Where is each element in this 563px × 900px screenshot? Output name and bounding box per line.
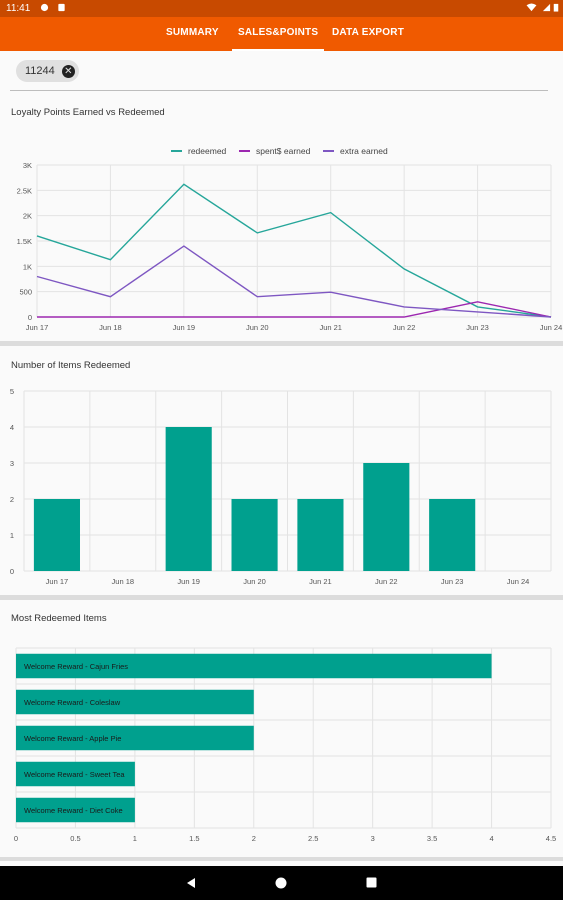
signal-icon xyxy=(542,3,551,12)
status-time: 11:41 xyxy=(6,3,31,14)
bar-label: Welcome Reward - Sweet Tea xyxy=(24,770,125,779)
bar xyxy=(297,499,344,571)
section-divider xyxy=(0,341,563,346)
status-app-icon xyxy=(40,3,49,12)
status-app-icon-2 xyxy=(58,3,65,12)
x-tick-label: Jun 19 xyxy=(177,577,200,586)
series-line-2 xyxy=(36,245,552,318)
items-redeemed-bar-chart: 0 1 2 3 4 5 Jun 17 Jun 18 Jun 19 Jun 20 Jun 21 Jun … xyxy=(10,387,552,586)
x-tick-label: 1 xyxy=(133,834,137,843)
x-tick-label: Jun 17 xyxy=(46,577,69,586)
close-circle-icon[interactable]: ✕ xyxy=(61,64,75,78)
bar-label: Welcome Reward - Cajun Fries xyxy=(24,662,128,671)
chip-input-underline xyxy=(10,90,548,91)
y-tick-label: 0 xyxy=(10,567,14,576)
bar xyxy=(16,653,492,679)
x-tick-label: 3.5 xyxy=(427,834,437,843)
x-tick-label: Jun 18 xyxy=(112,577,135,586)
y-tick-label: 500 xyxy=(19,288,32,297)
x-tick-label: Jun 22 xyxy=(393,323,416,332)
series-line-0 xyxy=(36,183,552,318)
x-tick-label: Jun 20 xyxy=(246,323,269,332)
bar xyxy=(33,499,80,571)
battery-icon xyxy=(553,3,559,12)
legend-label: redeemed xyxy=(188,146,227,156)
x-tick-label: 2 xyxy=(252,834,256,843)
recents-icon[interactable] xyxy=(366,877,377,888)
section-divider xyxy=(0,595,563,600)
bar xyxy=(231,499,278,571)
chart-title-loyalty: Loyalty Points Earned vs Redeemed xyxy=(11,107,165,118)
system-nav-bar xyxy=(0,866,563,900)
tab-data-export[interactable]: DATA EXPORT xyxy=(332,27,405,38)
bar xyxy=(16,761,135,787)
section-divider xyxy=(0,857,563,861)
tab-bar: SUMMARY SALES&POINTS DATA EXPORT xyxy=(0,17,563,51)
x-tick-label: Jun 24 xyxy=(507,577,530,586)
x-tick-label: 0.5 xyxy=(70,834,80,843)
series-line-1 xyxy=(37,301,552,318)
x-tick-label: Jun 21 xyxy=(319,323,342,332)
bar-label: Welcome Reward - Apple Pie xyxy=(24,734,121,743)
wifi-icon xyxy=(526,3,537,12)
legend-label: extra earned xyxy=(340,146,388,156)
y-tick-label: 4 xyxy=(10,423,14,432)
x-tick-label: 3 xyxy=(371,834,375,843)
back-icon[interactable] xyxy=(185,877,197,889)
y-tick-label: 2K xyxy=(23,212,32,221)
x-tick-label: 1.5 xyxy=(189,834,199,843)
x-tick-label: 4.5 xyxy=(546,834,556,843)
bar xyxy=(429,499,476,571)
tab-sales-points[interactable]: SALES&POINTS xyxy=(231,17,325,51)
most-redeemed-hbar-chart: 0 0.5 1 1.5 2 2.5 3 3.5 4 4.5 Welcome Reward - Caj… xyxy=(14,647,556,843)
status-bar: 11:41 xyxy=(0,0,563,17)
x-tick-label: Jun 19 xyxy=(173,323,196,332)
chart-title-items-redeemed: Number of Items Redeemed xyxy=(11,360,131,371)
tab-summary[interactable]: SUMMARY xyxy=(166,27,219,38)
store-filter-chip-label: 11244 xyxy=(25,65,55,77)
y-tick-label: 1 xyxy=(10,531,14,540)
x-tick-label: Jun 23 xyxy=(466,323,489,332)
y-tick-label: 1.5K xyxy=(17,237,32,246)
y-tick-label: 5 xyxy=(10,387,14,396)
store-filter-chip[interactable]: 11244 ✕ xyxy=(16,60,79,82)
loyalty-line-chart: redeemed spent$ earned extra earned 0 500 1K 1… xyxy=(17,146,563,332)
bar-label: Welcome Reward - Diet Coke xyxy=(24,806,123,815)
home-icon[interactable] xyxy=(275,877,287,889)
bar xyxy=(16,689,254,715)
x-tick-label: Jun 24 xyxy=(540,323,563,332)
x-tick-label: 2.5 xyxy=(308,834,318,843)
y-tick-label: 0 xyxy=(28,313,32,322)
y-tick-label: 1K xyxy=(23,262,32,271)
bar xyxy=(363,463,410,571)
chart-title-most-redeemed: Most Redeemed Items xyxy=(11,613,107,624)
bar xyxy=(165,427,212,571)
x-tick-label: 0 xyxy=(14,834,18,843)
bar-label: Welcome Reward - Coleslaw xyxy=(24,698,121,707)
y-tick-label: 2 xyxy=(10,495,14,504)
y-tick-label: 2.5K xyxy=(17,186,32,195)
x-tick-label: Jun 22 xyxy=(375,577,398,586)
x-tick-label: Jun 21 xyxy=(309,577,332,586)
x-tick-label: Jun 20 xyxy=(243,577,266,586)
bar xyxy=(16,797,135,823)
legend-label: spent$ earned xyxy=(256,146,311,156)
x-tick-label: Jun 18 xyxy=(99,323,122,332)
x-tick-label: Jun 23 xyxy=(441,577,464,586)
bar xyxy=(16,725,254,751)
x-tick-label: 4 xyxy=(489,834,493,843)
y-tick-label: 3K xyxy=(23,161,32,170)
x-tick-label: Jun 17 xyxy=(26,323,49,332)
y-tick-label: 3 xyxy=(10,459,14,468)
